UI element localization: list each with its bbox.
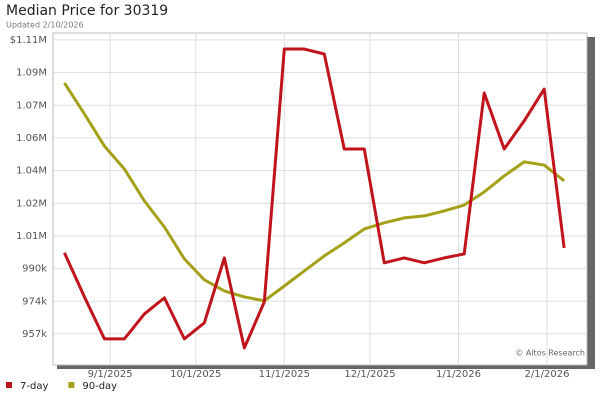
y-tick-label: 1.06M: [16, 133, 47, 144]
chart-title: Median Price for 30319: [6, 3, 168, 19]
y-tick-label: 990k: [22, 264, 47, 275]
y-tick-label: 974k: [22, 296, 47, 307]
legend-label: 7-day: [20, 381, 48, 392]
y-tick-label: 1.09M: [16, 68, 47, 79]
legend-swatch: [68, 382, 75, 388]
legend-label: 90-day: [82, 381, 117, 392]
x-tick-label: 11/1/2025: [259, 369, 310, 380]
watermark: © Altos Research: [515, 349, 585, 358]
x-tick-label: 1/1/2026: [436, 369, 481, 380]
legend-swatch: [6, 382, 12, 388]
x-tick-label: 12/1/2025: [344, 369, 395, 380]
y-tick-label: $1.11M: [10, 35, 47, 46]
line: [63, 47, 566, 350]
chart-subtitle: Updated 2/10/2026: [6, 21, 84, 30]
x-tick-label: 9/1/2025: [88, 369, 133, 380]
x-tick-label: 10/1/2025: [170, 369, 221, 380]
y-tick-label: 1.07M: [16, 100, 47, 111]
y-tick-label: 1.04M: [16, 166, 47, 177]
x-tick-label: 2/1/2026: [525, 369, 570, 380]
line: [63, 82, 566, 303]
plot-area: [52, 32, 588, 366]
y-tick-label: 1.01M: [16, 231, 47, 242]
y-tick-label: 957k: [22, 329, 47, 340]
y-tick-label: 1.02M: [16, 198, 47, 209]
